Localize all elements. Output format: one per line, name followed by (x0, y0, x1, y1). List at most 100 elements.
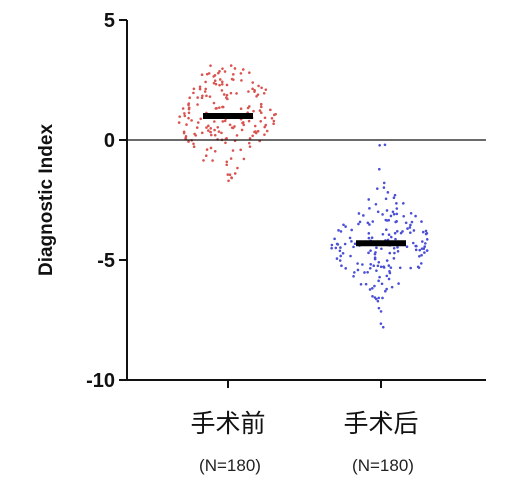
data-point (396, 245, 399, 249)
data-point (248, 145, 252, 148)
data-point (205, 148, 209, 151)
data-point (363, 271, 366, 274)
data-point (196, 121, 200, 124)
data-point (424, 229, 428, 233)
data-point (387, 277, 391, 281)
data-point (240, 79, 243, 82)
data-point (203, 90, 207, 93)
data-point (247, 141, 251, 145)
data-point (204, 87, 208, 91)
data-point (377, 306, 381, 310)
data-point (381, 213, 384, 216)
data-point (253, 90, 256, 93)
data-point (384, 228, 388, 232)
data-point (405, 245, 409, 248)
data-point (223, 119, 227, 123)
y-axis-title: Diagnostic Index (36, 124, 57, 276)
data-point (367, 251, 370, 255)
data-point (232, 73, 235, 76)
data-point (375, 187, 379, 190)
data-point (221, 105, 224, 109)
data-point (358, 220, 362, 224)
data-point (192, 142, 195, 146)
data-points (177, 64, 429, 329)
data-point (248, 137, 252, 140)
data-point (213, 79, 217, 83)
data-point (263, 116, 267, 120)
data-point (379, 265, 383, 269)
data-point (379, 322, 383, 325)
data-point (338, 259, 342, 262)
data-point (385, 209, 389, 212)
data-point (212, 81, 216, 85)
data-point (362, 214, 365, 217)
data-point (367, 198, 371, 201)
data-point (218, 70, 221, 73)
data-point (228, 123, 232, 127)
data-point (356, 268, 360, 272)
data-point (204, 80, 207, 84)
data-point (397, 282, 400, 285)
data-point (349, 254, 352, 258)
data-point (218, 78, 222, 81)
data-point (182, 131, 186, 135)
data-point (226, 97, 229, 101)
data-point (335, 242, 339, 246)
data-point (368, 207, 371, 210)
data-point (217, 130, 221, 133)
data-point (381, 325, 385, 329)
data-point (251, 134, 254, 138)
data-point (226, 173, 230, 176)
data-point (395, 212, 399, 216)
data-point (380, 282, 384, 286)
data-point (185, 123, 188, 126)
data-point (251, 81, 255, 84)
data-point (369, 262, 373, 266)
data-point (409, 266, 413, 270)
data-point (420, 253, 423, 257)
data-point (402, 214, 406, 218)
data-point (409, 212, 413, 215)
data-point (383, 143, 387, 147)
data-point (187, 106, 191, 109)
data-point (247, 119, 251, 123)
data-point (192, 145, 196, 149)
data-point (202, 159, 205, 162)
data-point (378, 167, 381, 171)
data-point (228, 173, 232, 176)
data-point (395, 207, 399, 210)
data-point (409, 223, 412, 227)
data-point (220, 80, 224, 84)
data-point (343, 242, 347, 246)
data-point (214, 82, 218, 86)
data-point (361, 263, 364, 266)
data-point (386, 191, 390, 194)
data-point (348, 236, 352, 240)
data-point (385, 259, 389, 262)
data-point (335, 257, 339, 260)
data-point (241, 68, 245, 71)
data-point (211, 159, 214, 162)
data-point (350, 240, 353, 243)
data-point (373, 252, 377, 256)
data-point (233, 67, 237, 70)
data-point (215, 106, 218, 110)
data-point (387, 264, 391, 267)
data-point (177, 121, 181, 124)
data-point (222, 93, 226, 96)
data-point (242, 123, 246, 127)
data-point (201, 94, 204, 98)
data-point (392, 247, 396, 250)
data-point (392, 212, 396, 216)
data-point (366, 271, 369, 274)
y-tick-label: -5 (97, 250, 115, 272)
data-point (213, 128, 216, 132)
data-point (424, 232, 428, 236)
data-point (187, 111, 191, 115)
data-point (374, 202, 378, 206)
data-point (183, 112, 186, 115)
data-point (218, 83, 221, 87)
data-point (187, 102, 191, 105)
median-lines (203, 113, 406, 247)
